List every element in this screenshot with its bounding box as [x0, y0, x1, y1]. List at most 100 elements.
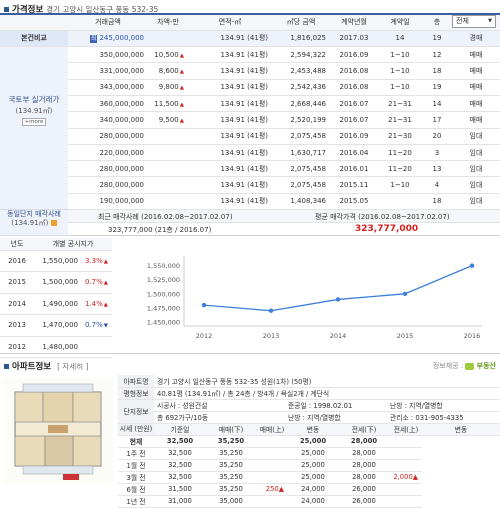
land-rate-value: 0.7% — [84, 278, 103, 287]
mp-sale-high: 35,250 — [206, 459, 256, 472]
provider-label: 정보제공 : — [432, 362, 464, 370]
tx-kind: 임대 — [452, 144, 500, 162]
tx-floor: 18 — [422, 62, 452, 80]
col-contract-month: 계약년월 — [330, 12, 378, 31]
price-section-title: 가격정보 경기 고양시 일산동구 풍동 532-35 — [4, 3, 158, 15]
apt-price-header: 시세 (만원) 기준일 매매(下) 매매(上) 변동 전세(下) 전세(上) 변… — [118, 423, 500, 436]
tx-unit-price: 1,408,346 — [272, 193, 330, 211]
col-land-price: 개별 공시지가 — [34, 238, 112, 251]
tx-amount: 331,000,000 — [68, 62, 148, 80]
tx-amount: 190,000,000 — [68, 193, 148, 211]
transaction-row: 280,000,000 134.91 (41평) 2,075,458 2016.01 1… — [0, 160, 500, 178]
tx-day: 1~10 — [378, 176, 422, 194]
mp-sale-change — [256, 471, 288, 484]
compare-row: 본건비교 최 245,000,000 134.91 (41평) 1,816,025… — [0, 30, 500, 48]
recent-label-text: 동일단지 매각사례 — [7, 210, 61, 218]
y-tick-label: 1,475,000 — [147, 304, 180, 312]
tx-kind: 임대 — [452, 128, 500, 145]
transaction-row: 350,000,000 10,500▲ 134.91 (41평) 2,594,322 2… — [0, 46, 500, 64]
tx-unit-price: 1,630,717 — [272, 144, 330, 162]
data-point — [335, 297, 341, 302]
tx-kind: 매매 — [452, 79, 500, 96]
apt-complex-label: 단지정보 — [118, 399, 154, 424]
land-price-row: 2015 1,500,000 0.7%▲ — [0, 271, 112, 294]
tx-unit-price: 2,520,199 — [272, 111, 330, 129]
apt-detail-link[interactable]: [ 자세히 ] — [57, 362, 89, 371]
land-price-row: 2013 1,470,000 0.7%▼ — [0, 314, 112, 337]
mp-sale-low: 31,500 — [154, 483, 206, 496]
mp-sale-change — [256, 435, 288, 448]
mp-sale-change — [256, 459, 288, 472]
col-amount: 거래금액 — [68, 12, 148, 31]
land-price-row: 2014 1,490,000 1.4%▲ — [0, 293, 112, 315]
tx-kind: 임대 — [452, 176, 500, 194]
tx-diff-value: 8,600 — [158, 67, 179, 76]
tx-floor: 13 — [422, 160, 452, 178]
mp-jeonse-low: 25,000 — [288, 459, 338, 472]
price-section-address: 경기 고양시 일산동구 풍동 532-35 — [46, 5, 159, 14]
tx-day: 11~20 — [378, 160, 422, 178]
tx-floor: 20 — [422, 128, 452, 145]
y-tick-label: 1,550,000 — [147, 262, 180, 270]
land-rate: 0.7%▲ — [82, 271, 112, 294]
info-icon[interactable] — [50, 220, 57, 226]
tx-diff: 11,500▲ — [148, 95, 188, 113]
apt-info-table: 아파트명 경기 고양시 일산동구 풍동 532-35 성원(1차) (50평) … — [118, 375, 500, 508]
tx-floor: 18 — [422, 193, 452, 211]
recent-value-left: 323,777,000 (21층 / 2016.07) — [108, 226, 212, 234]
transaction-row: 280,000,000 134.91 (41평) 2,075,458 2016.09 2… — [0, 128, 500, 145]
col-jeonse-low: 전세(下) — [338, 423, 390, 436]
tx-amount: 360,000,000 — [68, 95, 148, 113]
mp-date: 3월 전 — [118, 471, 154, 484]
apt-price-label: 시세 (만원) — [118, 423, 154, 436]
tx-area: 134.91 (41평) — [188, 160, 272, 178]
recent-label-sub: (134.91㎡) — [0, 219, 68, 228]
mp-sale-change — [256, 447, 288, 460]
recent-head-row: 최근 매각사례 (2016.02.08~2017.02.07) 평균 매각가격 … — [68, 210, 500, 223]
mp-date: 1년 전 — [118, 495, 154, 508]
data-point — [402, 291, 408, 297]
tx-area: 134.91 (41평) — [188, 46, 272, 64]
land-price-table: 년도 개별 공시지가 2016 1,550,000 3.3%▲ 2015 1,500,0… — [0, 238, 112, 358]
filter-select[interactable]: 전체 ▼ — [452, 15, 496, 28]
up-arrow-icon: ▲ — [103, 301, 108, 308]
transaction-row: 220,000,000 134.91 (41평) 1,630,717 2016.04 1… — [0, 144, 500, 162]
market-price-row: 6월 전 31,500 35,250 250▲ 24,000 26,000 — [118, 483, 500, 496]
down-arrow-icon: ▼ — [103, 323, 108, 330]
apt-complex-row-2: 총 692가구/10동 난방 : 지역/열병합 관리소 : 031-905-43… — [118, 411, 500, 424]
mp-jeonse-change — [390, 459, 422, 472]
col-year: 년도 — [0, 238, 34, 251]
compare-ym: 2017.03 — [330, 30, 378, 48]
tx-unit-price: 2,075,458 — [272, 176, 330, 194]
apt-office-phone: 관리소 : 031-905-4335 — [390, 411, 500, 424]
transaction-row: 340,000,000 9,500▲ 134.91 (41평) 2,520,199 20… — [0, 111, 500, 129]
tx-amount: 280,000,000 — [68, 176, 148, 194]
x-tick-label: 2012 — [196, 332, 213, 340]
tx-floor: 19 — [422, 79, 452, 96]
col-area: 면적-㎡ — [188, 12, 272, 31]
mp-jeonse-low: 25,000 — [288, 471, 338, 484]
tx-day: 21~31 — [378, 95, 422, 113]
price-table-header: 거래금액 차액-만 면적-㎡ ㎡당 금액 계약년월 계약일 층 — [0, 12, 500, 31]
chevron-down-icon: ▼ — [488, 18, 492, 24]
more-button[interactable]: +more — [21, 118, 47, 126]
tx-day: 1~10 — [378, 79, 422, 96]
y-tick-label: 1,450,000 — [147, 319, 180, 327]
mp-date: 현재 — [118, 435, 154, 448]
up-arrow-icon: ▲ — [103, 258, 108, 265]
mp-jeonse-high: 28,000 — [338, 471, 390, 484]
land-year: 2012 — [0, 336, 34, 358]
land-price-row: 2016 1,550,000 3.3%▲ — [0, 250, 112, 272]
mp-jeonse-high: 26,000 — [338, 495, 390, 508]
tx-floor: 14 — [422, 95, 452, 113]
tx-diff: 9,500▲ — [148, 111, 188, 129]
tx-floor: 17 — [422, 111, 452, 129]
tx-unit-price: 2,542,436 — [272, 79, 330, 96]
market-price-row: 1년 전 31,000 35,000 24,000 26,000 — [118, 495, 500, 508]
apt-name-row: 아파트명 경기 고양시 일산동구 풍동 532-35 성원(1차) (50평) — [118, 375, 500, 388]
mp-jeonse-change — [390, 447, 422, 460]
tx-day: 1~10 — [378, 46, 422, 64]
land-year: 2013 — [0, 314, 34, 337]
col-unit-price: ㎡당 금액 — [272, 12, 330, 31]
molit-group-label: 국토부 실거래가 (134.91㎡) +more — [0, 47, 68, 210]
